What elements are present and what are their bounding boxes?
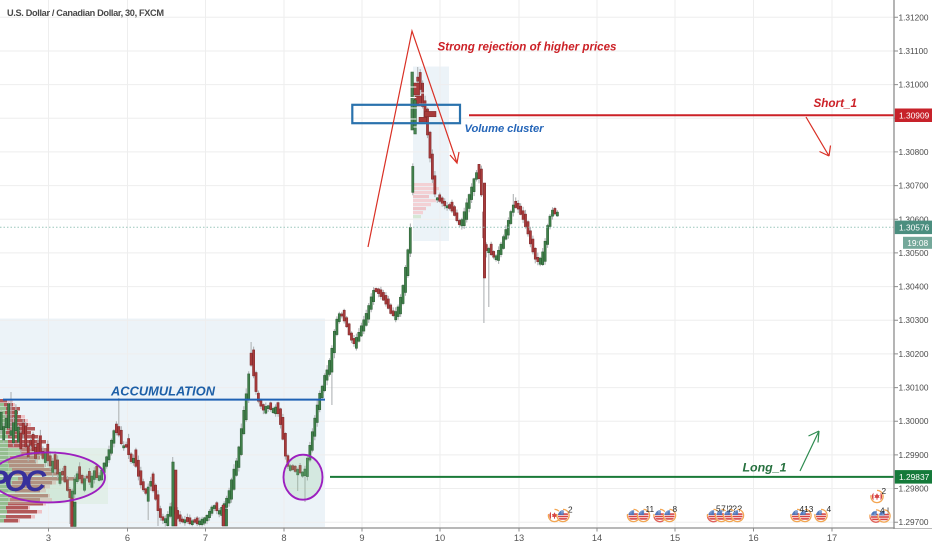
- svg-text:9: 9: [359, 533, 364, 543]
- svg-text:1.30500: 1.30500: [899, 248, 929, 258]
- svg-text:4 !: 4 !: [880, 506, 889, 516]
- svg-text:10: 10: [435, 533, 445, 543]
- svg-text:1.30600: 1.30600: [899, 214, 929, 224]
- svg-text:11: 11: [646, 504, 655, 514]
- svg-text:1.30200: 1.30200: [899, 349, 929, 359]
- svg-text:2: 2: [568, 505, 573, 515]
- svg-text:1.30100: 1.30100: [899, 383, 929, 393]
- svg-text:14: 14: [592, 533, 602, 543]
- svg-text:Long_1: Long_1: [743, 461, 787, 475]
- svg-text:1.29700: 1.29700: [899, 517, 929, 527]
- svg-text:1.30300: 1.30300: [899, 315, 929, 325]
- svg-text:1.29837: 1.29837: [899, 472, 930, 482]
- svg-text:1.31200: 1.31200: [899, 12, 929, 22]
- svg-text:Short_1: Short_1: [814, 97, 858, 110]
- svg-text:1.29900: 1.29900: [899, 450, 929, 460]
- svg-text:1.30576: 1.30576: [899, 223, 930, 233]
- svg-text:1.29800: 1.29800: [899, 484, 929, 494]
- svg-text:1.30000: 1.30000: [899, 416, 929, 426]
- svg-text:7: 7: [203, 533, 208, 543]
- svg-text:1.30400: 1.30400: [899, 282, 929, 292]
- svg-text:POC: POC: [0, 465, 47, 498]
- svg-text:U.S. Dollar / Canadian Dollar,: U.S. Dollar / Canadian Dollar, 30, FXCM: [7, 8, 164, 18]
- svg-text:ACCUMULATION: ACCUMULATION: [110, 384, 216, 399]
- svg-text:3: 3: [46, 533, 51, 543]
- svg-text:Volume cluster: Volume cluster: [465, 123, 545, 135]
- svg-text:5 7 !2? ?: 5 7 !2? ?: [716, 504, 742, 514]
- svg-text:1.30700: 1.30700: [899, 181, 929, 191]
- svg-text:Strong rejection of higher pri: Strong rejection of higher prices: [438, 41, 618, 54]
- svg-text:17: 17: [827, 533, 837, 543]
- svg-text:1.30800: 1.30800: [899, 147, 929, 157]
- svg-text:13: 13: [514, 533, 524, 543]
- svg-text:1.31100: 1.31100: [899, 46, 929, 56]
- svg-text:1.31000: 1.31000: [899, 80, 929, 90]
- svg-text:16: 16: [748, 533, 758, 543]
- svg-text:2: 2: [882, 486, 887, 496]
- svg-text:8: 8: [281, 533, 286, 543]
- svg-text:413: 413: [800, 504, 814, 514]
- svg-text:8: 8: [673, 504, 678, 514]
- svg-text:1.30909: 1.30909: [899, 111, 930, 121]
- svg-text:6: 6: [125, 533, 130, 543]
- svg-text:4: 4: [827, 504, 832, 514]
- svg-text:19:08: 19:08: [907, 238, 928, 248]
- svg-text:15: 15: [670, 533, 680, 543]
